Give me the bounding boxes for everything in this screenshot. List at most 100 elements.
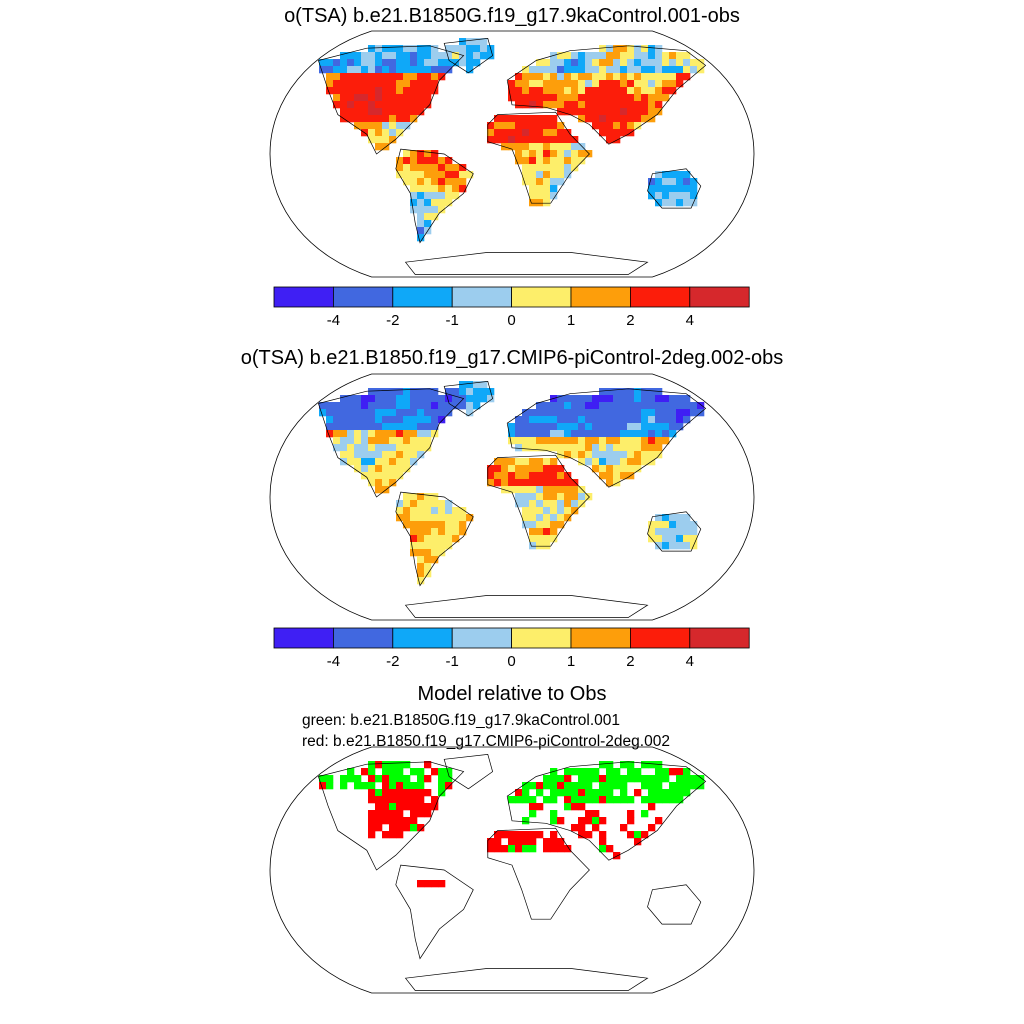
grid-cell (585, 87, 593, 95)
grid-cell (494, 122, 502, 130)
grid-cell (347, 108, 355, 116)
grid-cell (683, 775, 691, 783)
grid-cell (543, 472, 551, 480)
grid-cell (655, 521, 663, 529)
grid-cell (494, 458, 502, 466)
grid-cell (634, 768, 642, 776)
grid-cell (522, 831, 530, 839)
grid-cell (648, 52, 656, 60)
grid-cell (333, 416, 341, 424)
grid-cell (592, 416, 600, 424)
grid-cell (382, 395, 390, 403)
grid-cell (585, 402, 593, 410)
grid-cell (606, 451, 614, 459)
grid-cell (620, 782, 628, 790)
grid-cell (410, 521, 418, 529)
grid-cell (606, 122, 614, 130)
grid-cell (550, 402, 558, 410)
coastline-greenland (443, 381, 494, 417)
grid-cell (550, 150, 558, 158)
grid-cell (508, 122, 516, 130)
grid-cell (571, 136, 579, 144)
panel-2-anomaly-cells (317, 381, 707, 618)
grid-cell (508, 479, 516, 487)
grid-cell (403, 444, 411, 452)
grid-cell (536, 178, 544, 186)
grid-cell (431, 423, 439, 431)
grid-cell (403, 388, 411, 396)
grid-cell (410, 824, 418, 832)
grid-cell (431, 213, 439, 221)
grid-cell (550, 514, 558, 522)
grid-cell (417, 409, 425, 417)
grid-cell (487, 845, 495, 853)
grid-cell (508, 458, 516, 466)
grid-cell (340, 101, 348, 109)
grid-cell (417, 157, 425, 165)
grid-cell (529, 150, 537, 158)
grid-cell (648, 803, 656, 811)
grid-cell (403, 45, 411, 53)
grid-cell (361, 416, 369, 424)
grid-cell (459, 185, 467, 193)
grid-cell (508, 465, 516, 473)
grid-cell (669, 185, 677, 193)
grid-cell (613, 129, 621, 137)
grid-cell (424, 94, 432, 102)
grid-cell (368, 458, 376, 466)
grid-cell (655, 395, 663, 403)
grid-cell (368, 465, 376, 473)
colorbar-box (451, 286, 513, 308)
grid-cell (382, 430, 390, 438)
grid-cell (578, 458, 586, 466)
grid-cell (368, 129, 376, 137)
grid-cell (396, 129, 404, 137)
grid-cell (655, 409, 663, 417)
grid-cell (431, 59, 439, 67)
grid-cell (361, 59, 369, 67)
grid-cell (382, 416, 390, 424)
grid-cell (599, 66, 607, 74)
grid-cell (662, 768, 670, 776)
grid-cell (494, 136, 502, 144)
grid-cell (529, 192, 537, 200)
grid-cell (585, 831, 593, 839)
grid-cell (522, 817, 530, 825)
grid-cell (599, 789, 607, 797)
grid-cell (620, 437, 628, 445)
grid-cell (424, 178, 432, 186)
grid-cell (585, 101, 593, 109)
coastline-eurasia (506, 761, 707, 861)
grid-cell (515, 845, 523, 853)
grid-cell (676, 535, 684, 543)
grid-cell (599, 94, 607, 102)
grid-cell (438, 199, 446, 207)
grid-cell (634, 73, 642, 81)
grid-cell (340, 402, 348, 410)
grid-cell (368, 824, 376, 832)
grid-cell (571, 479, 579, 487)
grid-cell (529, 164, 537, 172)
grid-cell (445, 514, 453, 522)
grid-cell (557, 437, 565, 445)
grid-cell (389, 59, 397, 67)
grid-cell (571, 803, 579, 811)
grid-cell (375, 402, 383, 410)
grid-cell (417, 171, 425, 179)
grid-cell (641, 45, 649, 53)
grid-cell (550, 423, 558, 431)
grid-cell (592, 87, 600, 95)
grid-cell (606, 66, 614, 74)
grid-cell (494, 479, 502, 487)
grid-cell (613, 388, 621, 396)
grid-cell (361, 80, 369, 88)
grid-cell (655, 775, 663, 783)
grid-cell (648, 444, 656, 452)
grid-cell (410, 66, 418, 74)
grid-cell (557, 444, 565, 452)
grid-cell (676, 73, 684, 81)
grid-cell (613, 52, 621, 60)
grid-cell (515, 838, 523, 846)
grid-cell (564, 101, 572, 109)
grid-cell (375, 789, 383, 797)
